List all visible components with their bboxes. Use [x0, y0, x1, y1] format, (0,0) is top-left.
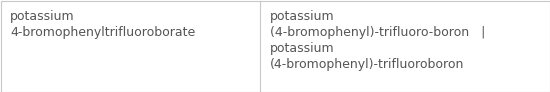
Text: (4-bromophenyl)-trifluoroboron: (4-bromophenyl)-trifluoroboron: [270, 58, 464, 71]
Text: potassium: potassium: [10, 10, 75, 23]
Text: potassium: potassium: [270, 42, 334, 55]
Text: (4-bromophenyl)-trifluoro-boron   |: (4-bromophenyl)-trifluoro-boron |: [270, 26, 485, 39]
Text: 4-bromophenyltrifluoroborate: 4-bromophenyltrifluoroborate: [10, 26, 195, 39]
Text: potassium: potassium: [270, 10, 334, 23]
